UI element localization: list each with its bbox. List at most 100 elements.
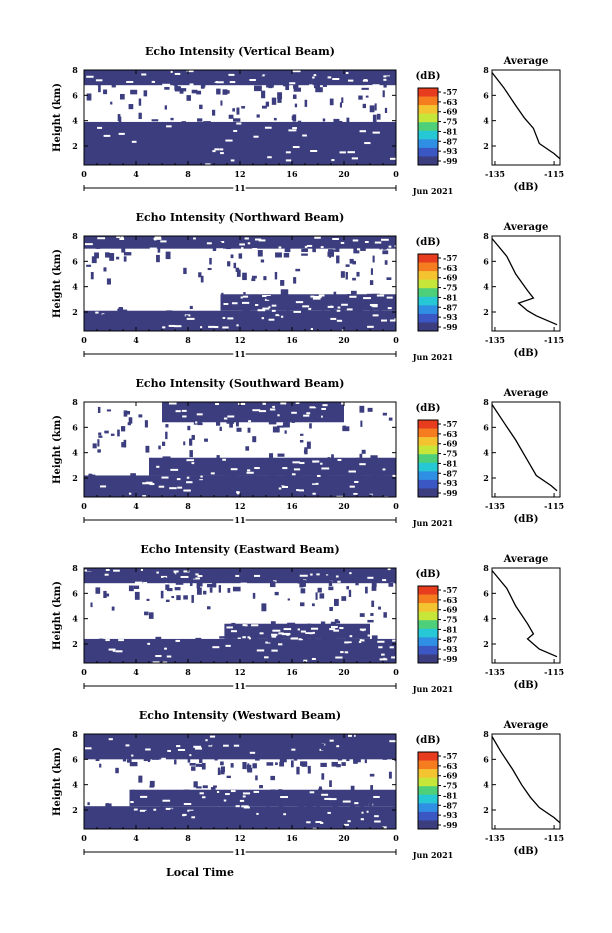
echo-speck — [341, 596, 347, 601]
colorbar-segment — [418, 777, 438, 787]
x-tick-label: 8 — [185, 169, 191, 179]
echo-speck — [132, 789, 135, 794]
colorbar-tick-label: -69 — [443, 107, 458, 117]
echo-speck — [194, 790, 197, 797]
echo-speck — [123, 439, 127, 448]
colorbar-tick-label: -63 — [443, 97, 458, 107]
echo-gap — [341, 329, 345, 331]
echo-speck — [322, 313, 330, 316]
echo-speck — [265, 101, 270, 107]
echo-speck — [219, 426, 222, 431]
echo-layer — [84, 568, 396, 584]
echo-speck — [174, 86, 182, 92]
echo-speck — [104, 593, 110, 597]
panel-1: Echo Intensity (Northward Beam) 2 4 6 8 Heigh… — [52, 211, 564, 362]
echo-speck — [280, 70, 284, 74]
echo-speck — [369, 639, 373, 642]
echo-gap — [248, 637, 251, 640]
echo-speck — [246, 494, 255, 497]
panel-3: Echo Intensity (Eastward Beam) 2 4 6 8 Height… — [52, 543, 564, 694]
echo-speck — [300, 602, 305, 607]
echo-speck — [382, 755, 388, 760]
day-label: 11 — [234, 515, 245, 525]
avg-x-tick-label: -115 — [544, 335, 564, 345]
echo-speck — [189, 763, 196, 766]
echo-gap — [196, 413, 203, 416]
echo-speck — [213, 408, 217, 415]
echo-gap — [242, 795, 246, 798]
colorbar-tick-label: -93 — [443, 810, 458, 820]
echo-speck — [232, 65, 237, 68]
echo-speck — [286, 472, 293, 479]
echo-speck — [388, 771, 392, 779]
echo-speck — [161, 314, 166, 320]
colorbar-tick-label: -81 — [443, 126, 457, 136]
echo-gap — [261, 74, 268, 77]
echo-gap — [394, 318, 396, 321]
echo-speck — [129, 761, 138, 767]
echo-speck — [216, 402, 222, 404]
echo-gap — [125, 744, 130, 747]
echo-speck — [162, 402, 169, 405]
y-tick-label: 8 — [72, 397, 78, 407]
echo-gap — [209, 735, 216, 738]
echo-speck — [287, 598, 290, 601]
echo-speck — [366, 293, 373, 297]
echo-speck — [359, 236, 364, 239]
echo-gap — [327, 811, 331, 814]
echo-speck — [227, 588, 231, 593]
echo-speck — [240, 826, 243, 829]
echo-gap — [310, 627, 319, 630]
echo-gap — [239, 243, 245, 246]
avg-y-tick-label: 6 — [483, 588, 489, 598]
echo-speck — [370, 268, 373, 275]
echo-speck — [189, 438, 193, 446]
echo-speck — [145, 445, 150, 453]
colorbar-segment — [418, 628, 438, 638]
echo-gap — [256, 812, 259, 815]
colorbar-segment — [418, 305, 438, 315]
echo-gap — [174, 72, 181, 75]
echo-gap — [257, 309, 266, 312]
colorbar-tick-label: -75 — [443, 449, 457, 459]
echo-gap — [241, 247, 244, 250]
echo-gap — [189, 754, 192, 757]
echo-gap — [283, 628, 292, 631]
echo-gap — [162, 661, 168, 663]
echo-gap — [296, 489, 300, 492]
echo-gap — [193, 745, 202, 748]
echo-gap — [373, 795, 380, 798]
echo-speck — [370, 751, 373, 756]
echo-speck — [288, 742, 293, 748]
colorbar-tick-label: -99 — [443, 820, 458, 830]
echo-gap — [230, 468, 238, 471]
avg-x-axis-label: (dB) — [514, 348, 539, 359]
x-tick-label: 0 — [81, 667, 87, 677]
echo-speck — [207, 583, 213, 588]
y-tick-label: 2 — [72, 805, 78, 815]
echo-speck — [341, 762, 346, 766]
echo-speck — [291, 420, 295, 423]
echo-gap — [349, 572, 352, 575]
echo-speck — [376, 113, 381, 120]
echo-speck — [202, 170, 207, 175]
echo-speck — [206, 403, 215, 408]
y-tick-label: 4 — [72, 116, 78, 126]
echo-speck — [378, 479, 381, 484]
echo-speck — [269, 572, 274, 578]
echo-speck — [295, 268, 301, 272]
echo-speck — [153, 70, 158, 72]
echo-gap — [175, 639, 180, 642]
echo-speck — [270, 775, 276, 781]
echo-speck — [340, 271, 345, 278]
echo-speck — [239, 412, 243, 417]
echo-speck — [368, 809, 375, 814]
echo-speck — [367, 734, 374, 738]
echo-speck — [385, 458, 393, 462]
echo-speck — [236, 269, 241, 277]
echo-speck — [253, 240, 259, 245]
echo-speck — [285, 84, 290, 91]
echo-speck — [212, 246, 217, 252]
colorbar-tick-label: -57 — [443, 87, 457, 97]
panel-4: Echo Intensity (Westward Beam) 2 4 6 8 Height… — [52, 709, 564, 860]
